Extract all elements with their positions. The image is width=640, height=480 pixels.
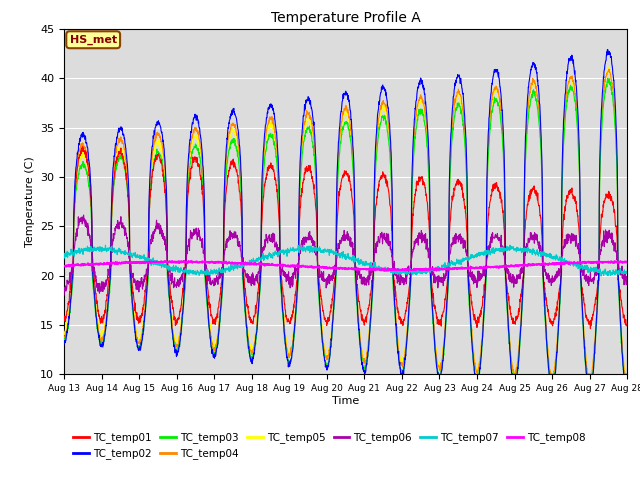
TC_temp01 xyxy=(362,314,370,320)
TC_temp01 xyxy=(79,144,86,150)
TC_temp07 xyxy=(597,273,605,279)
TC_temp06 xyxy=(218,272,225,278)
TC_temp01 xyxy=(589,309,597,314)
TC_temp03 xyxy=(574,130,582,136)
TC_temp04 xyxy=(589,356,597,362)
TC_temp02 xyxy=(623,372,631,377)
TC_temp02 xyxy=(217,301,225,307)
TC_temp01 xyxy=(218,280,225,286)
TC_temp02 xyxy=(574,105,582,111)
TC_temp08 xyxy=(589,260,597,266)
Line: TC_temp07: TC_temp07 xyxy=(64,245,627,276)
X-axis label: Time: Time xyxy=(332,396,359,406)
TC_temp07 xyxy=(362,261,370,267)
TC_temp08 xyxy=(623,258,631,264)
TC_temp05 xyxy=(605,64,612,70)
Text: HS_met: HS_met xyxy=(70,35,116,45)
TC_temp05 xyxy=(589,358,597,364)
TC_temp04 xyxy=(510,372,518,377)
TC_temp01 xyxy=(587,326,595,332)
Line: TC_temp06: TC_temp06 xyxy=(64,215,627,295)
TC_temp05 xyxy=(60,329,68,335)
TC_temp06 xyxy=(623,277,631,283)
TC_temp04 xyxy=(574,120,582,126)
Legend: TC_temp01, TC_temp02, TC_temp03, TC_temp04, TC_temp05, TC_temp06, TC_temp07, TC_: TC_temp01, TC_temp02, TC_temp03, TC_temp… xyxy=(69,428,589,463)
TC_temp04 xyxy=(509,367,517,372)
TC_temp02 xyxy=(397,372,405,377)
TC_temp06 xyxy=(80,212,88,218)
TC_temp05 xyxy=(217,297,225,302)
TC_temp03 xyxy=(374,135,382,141)
TC_temp03 xyxy=(589,367,597,373)
TC_temp03 xyxy=(623,372,631,377)
Line: TC_temp05: TC_temp05 xyxy=(64,67,627,374)
TC_temp04 xyxy=(217,298,225,304)
TC_temp03 xyxy=(60,337,68,343)
TC_temp08 xyxy=(433,268,440,274)
TC_temp03 xyxy=(217,305,225,311)
TC_temp02 xyxy=(509,372,517,377)
TC_temp06 xyxy=(362,276,370,282)
TC_temp05 xyxy=(374,125,382,131)
TC_temp05 xyxy=(510,372,518,377)
Line: TC_temp02: TC_temp02 xyxy=(64,49,627,374)
TC_temp07 xyxy=(506,242,514,248)
Line: TC_temp01: TC_temp01 xyxy=(64,147,627,329)
TC_temp05 xyxy=(623,372,631,377)
TC_temp02 xyxy=(589,369,597,374)
TC_temp08 xyxy=(510,263,518,269)
TC_temp06 xyxy=(374,234,382,240)
TC_temp01 xyxy=(509,321,517,326)
Y-axis label: Temperature (C): Temperature (C) xyxy=(24,156,35,247)
TC_temp02 xyxy=(362,368,370,374)
TC_temp08 xyxy=(574,259,582,265)
TC_temp04 xyxy=(362,360,370,365)
TC_temp03 xyxy=(509,372,517,377)
TC_temp08 xyxy=(362,266,370,272)
TC_temp04 xyxy=(623,372,631,377)
TC_temp05 xyxy=(509,369,517,374)
TC_temp06 xyxy=(509,276,517,282)
TC_temp08 xyxy=(60,264,68,269)
TC_temp06 xyxy=(60,292,68,298)
TC_temp07 xyxy=(509,246,517,252)
TC_temp07 xyxy=(623,268,631,274)
TC_temp01 xyxy=(623,323,631,329)
TC_temp03 xyxy=(604,75,611,81)
TC_temp04 xyxy=(374,121,382,127)
TC_temp07 xyxy=(60,256,68,262)
TC_temp01 xyxy=(574,213,582,219)
TC_temp04 xyxy=(60,335,68,340)
TC_temp03 xyxy=(362,363,370,369)
TC_temp08 xyxy=(218,260,225,265)
TC_temp06 xyxy=(574,244,582,250)
Line: TC_temp04: TC_temp04 xyxy=(64,69,627,374)
TC_temp03 xyxy=(435,372,442,377)
TC_temp07 xyxy=(589,266,597,272)
TC_temp07 xyxy=(374,265,382,271)
TC_temp02 xyxy=(60,341,68,347)
Line: TC_temp08: TC_temp08 xyxy=(64,261,627,271)
TC_temp07 xyxy=(574,261,582,267)
TC_temp02 xyxy=(374,108,382,114)
TC_temp04 xyxy=(605,66,612,72)
TC_temp06 xyxy=(589,277,597,283)
TC_temp02 xyxy=(604,47,611,52)
TC_temp08 xyxy=(374,266,382,272)
TC_temp01 xyxy=(374,187,382,192)
TC_temp07 xyxy=(217,268,225,274)
TC_temp08 xyxy=(187,258,195,264)
Title: Temperature Profile A: Temperature Profile A xyxy=(271,11,420,25)
TC_temp05 xyxy=(362,352,370,358)
TC_temp05 xyxy=(574,120,582,126)
TC_temp01 xyxy=(60,315,68,321)
Line: TC_temp03: TC_temp03 xyxy=(64,78,627,374)
